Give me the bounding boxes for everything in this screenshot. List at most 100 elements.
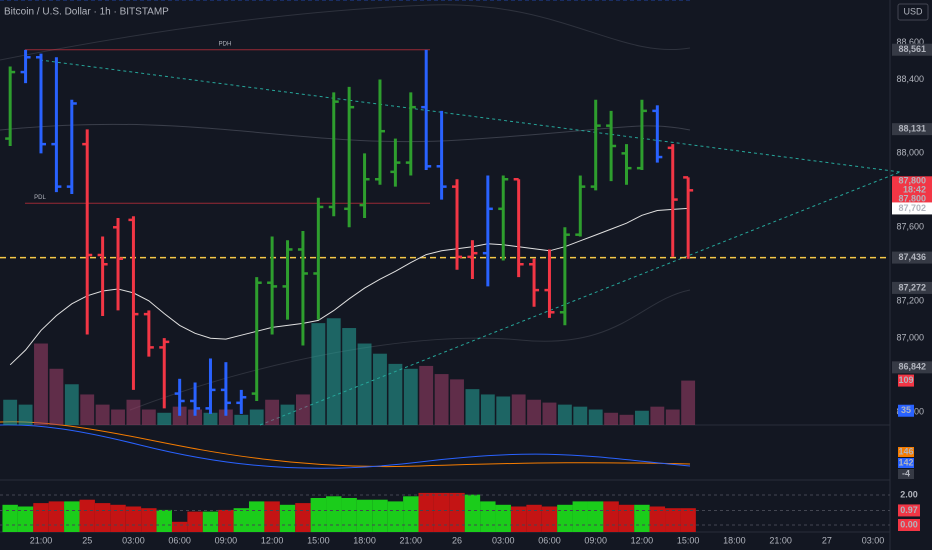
oscillator-bar — [603, 501, 619, 532]
oscillator-bar — [110, 504, 126, 532]
price-label: 87,702 — [898, 203, 926, 213]
y-tick-label: 88,400 — [896, 74, 924, 84]
volume-bar — [265, 399, 280, 425]
x-tick-label: 09:00 — [584, 535, 607, 545]
volume-bar — [403, 368, 418, 425]
volume-bar — [573, 406, 588, 425]
price-label-bg — [892, 251, 932, 264]
oscillator-bar — [156, 509, 172, 532]
volume-label: 109 — [898, 375, 913, 385]
level-label: PDH — [219, 41, 232, 47]
oscillator-bar — [326, 496, 342, 532]
oscillator-label-bg — [898, 489, 920, 501]
x-tick-label: 12:00 — [631, 535, 654, 545]
price-label-bg — [892, 176, 932, 205]
volume-bar — [434, 374, 449, 425]
band-outer — [0, 4, 691, 61]
volume-bar — [619, 414, 634, 425]
volume-bar — [311, 323, 326, 425]
volume-bar — [604, 412, 619, 425]
volume-bar — [64, 384, 79, 425]
volume-bar — [49, 368, 64, 425]
volume-bar — [18, 404, 33, 425]
oscillator-bar — [449, 492, 465, 532]
oscillator-bar — [495, 504, 511, 532]
oscillator-bar — [372, 499, 388, 532]
price-label: 87,436 — [898, 252, 926, 262]
oscillator-bar — [618, 504, 635, 532]
volume-bar — [34, 343, 48, 425]
x-tick-label: 18:00 — [353, 535, 376, 545]
oscillator-label: 2.00 — [900, 489, 918, 499]
oscillator-bar — [418, 492, 434, 532]
macd-signal — [0, 421, 691, 468]
x-tick-label: 18:00 — [723, 535, 746, 545]
oscillator-label-bg — [898, 519, 920, 531]
y-tick-label: 88,600 — [896, 37, 924, 47]
trendline — [39, 59, 901, 173]
oscillator-bar — [218, 509, 234, 532]
oscillator-bar — [634, 504, 650, 532]
oscillator-bar — [541, 506, 558, 532]
volume-bar — [3, 399, 18, 425]
volume-bar — [373, 353, 387, 425]
macd-line — [0, 424, 691, 469]
volume-bar — [557, 404, 572, 425]
oscillator-bar — [233, 508, 250, 532]
oscillator-bar — [510, 506, 527, 532]
volume-label-bg — [898, 404, 914, 417]
oscillator-label: 0.97 — [900, 505, 918, 515]
oscillator-bar — [249, 501, 265, 532]
volume-bar — [681, 380, 696, 425]
band-upper — [0, 123, 691, 143]
oscillator-bar — [356, 499, 373, 532]
volume-bar — [542, 402, 557, 425]
macd-label-bg — [898, 447, 914, 457]
oscillator-bar — [341, 498, 357, 532]
oscillator-bar — [526, 504, 542, 532]
x-tick-label: 21:00 — [769, 535, 792, 545]
volume-bar — [588, 409, 603, 425]
volume-bar — [234, 414, 249, 425]
currency-button[interactable] — [897, 3, 929, 21]
volume-bar — [80, 394, 95, 425]
x-tick-label: 25 — [82, 535, 92, 545]
volume-bar — [419, 365, 434, 425]
y-tick-label: 87,200 — [896, 296, 924, 306]
volume-bar — [465, 389, 480, 425]
x-tick-label: 09:00 — [215, 535, 238, 545]
oscillator-bar — [587, 501, 604, 532]
currency-label[interactable]: USD — [903, 6, 923, 16]
volume-bar — [634, 410, 649, 425]
oscillator-bar — [202, 511, 219, 532]
volume-bar — [326, 318, 341, 425]
x-tick-label: 06:00 — [168, 535, 191, 545]
macd-label: -4 — [902, 468, 910, 478]
price-label-bg — [892, 361, 932, 374]
x-tick-label: 21:00 — [400, 535, 423, 545]
volume-bar — [172, 406, 187, 425]
oscillator-bar — [572, 501, 588, 532]
volume-bar — [126, 399, 141, 425]
volume-bar — [496, 396, 511, 425]
x-tick-label: 26 — [452, 535, 462, 545]
countdown: 18:42 — [903, 185, 926, 195]
x-tick-label: 15:00 — [307, 535, 330, 545]
price-label: 88,131 — [898, 124, 926, 134]
oscillator-bar — [480, 501, 496, 532]
macd-label: 142 — [898, 457, 913, 467]
oscillator-label: 0.00 — [900, 519, 918, 529]
volume-bar — [342, 328, 357, 425]
volume-bar — [388, 363, 403, 425]
x-tick-label: 03:00 — [492, 535, 515, 545]
volume-bar — [111, 409, 125, 425]
oscillator-bar — [295, 503, 311, 532]
oscillator-bar — [2, 504, 18, 532]
volume-bar — [141, 409, 156, 425]
oscillator-bar — [79, 499, 95, 532]
macd-label: 146 — [898, 446, 913, 456]
oscillator-bar — [310, 498, 327, 532]
level-label: PDL — [34, 195, 46, 201]
